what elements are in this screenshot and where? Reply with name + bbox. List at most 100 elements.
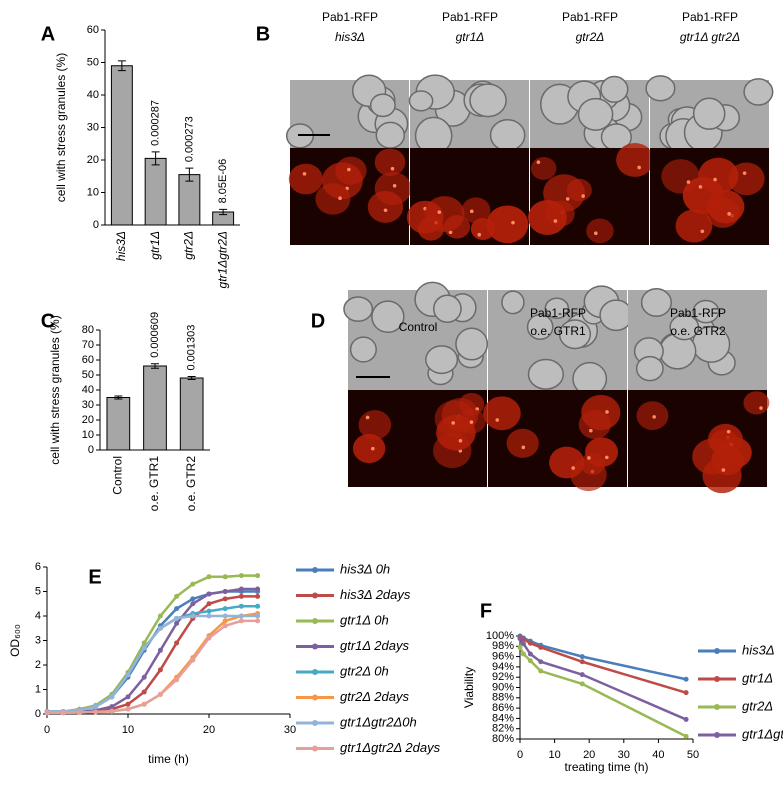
point: [190, 613, 196, 619]
point: [222, 613, 228, 619]
granule: [565, 197, 570, 201]
point: [238, 586, 244, 592]
image-label: Pab1-RFP: [442, 10, 498, 24]
legend-marker: [312, 567, 318, 573]
point: [157, 613, 163, 619]
cell: [343, 296, 374, 322]
legend-marker: [312, 592, 318, 599]
point: [222, 618, 228, 624]
point: [520, 641, 526, 647]
legend-marker: [312, 669, 318, 675]
x-tick-label: 0: [517, 749, 523, 761]
cell-signal: [706, 197, 740, 228]
y-tick-label: 90%: [492, 681, 514, 693]
y-tick-label: 40: [82, 384, 94, 396]
granule: [521, 445, 526, 450]
cell: [501, 290, 525, 315]
granule: [637, 165, 641, 170]
image-label: his3Δ: [335, 30, 365, 44]
y-tick-label: 82%: [492, 723, 514, 735]
cell: [692, 299, 720, 324]
point: [141, 674, 147, 680]
cell-signal: [636, 401, 669, 430]
granule: [581, 194, 585, 198]
legend-label: gtr2Δ 2days: [340, 689, 409, 704]
point: [157, 625, 163, 631]
cell: [425, 345, 459, 375]
cell-signal: [675, 209, 713, 243]
image-label: Pab1-RFP: [562, 10, 618, 24]
x-tick-label: 50: [687, 749, 699, 761]
granule: [338, 196, 342, 200]
point: [238, 603, 244, 609]
cell-signal: [315, 183, 351, 215]
point: [579, 672, 585, 678]
x-tick-label: 10: [548, 749, 560, 761]
cell: [526, 313, 554, 341]
cell-signal: [486, 205, 529, 244]
point: [579, 681, 585, 687]
point: [683, 716, 689, 722]
point: [206, 608, 212, 614]
cell-signal: [530, 157, 557, 180]
x-tick-label: 20: [203, 724, 215, 736]
point: [125, 694, 131, 700]
point: [141, 645, 147, 651]
cell-signal: [461, 197, 491, 224]
legend-marker: [312, 745, 318, 752]
y-tick-label: 80: [82, 324, 94, 336]
panel-letter: D: [311, 310, 325, 332]
panel-letter: F: [480, 600, 492, 622]
y-tick-label: 20: [87, 154, 99, 166]
p-value: 0.000609: [149, 312, 161, 358]
x-tick-label: his3Δ: [114, 231, 128, 261]
x-axis-label: treating time (h): [564, 760, 648, 774]
point: [174, 620, 180, 626]
granule: [365, 415, 370, 420]
cell: [692, 97, 726, 130]
y-tick-label: 20: [82, 414, 94, 426]
x-tick-label: o.e. GTR2: [184, 456, 198, 512]
point: [174, 640, 180, 646]
point: [141, 689, 147, 695]
granule: [686, 180, 691, 184]
y-axis-label: cell with stress granules (%): [54, 53, 68, 202]
y-tick-label: 40: [87, 89, 99, 101]
image-label: o.e. GTR1: [530, 324, 586, 338]
y-tick-label: 60: [87, 24, 99, 36]
point: [255, 618, 261, 624]
y-tick-label: 86%: [492, 702, 514, 714]
cell-signal: [374, 172, 412, 206]
cell-signal: [288, 163, 323, 195]
point: [174, 593, 180, 599]
cell-signal: [335, 156, 367, 185]
series-line: [47, 614, 258, 713]
image-label: o.e. GTR2: [670, 324, 726, 338]
legend-label: gtr1Δgtr2Δ0h: [340, 714, 417, 729]
cell-signal: [616, 142, 654, 177]
y-tick-label: 5: [35, 585, 41, 597]
point: [157, 667, 163, 673]
cell: [599, 299, 634, 332]
cell: [369, 93, 396, 118]
cell-signal: [707, 423, 743, 456]
granule: [605, 455, 609, 460]
point: [157, 691, 163, 697]
y-tick-label: 0: [88, 444, 94, 456]
legend-marker: [312, 720, 318, 726]
x-tick-label: o.e. GTR1: [147, 456, 161, 512]
y-tick-label: 84%: [492, 712, 514, 724]
cell-signal: [702, 457, 742, 494]
granule: [383, 208, 388, 213]
cell: [669, 314, 700, 341]
legend-label: his3Δ: [742, 642, 775, 657]
point: [125, 672, 131, 678]
y-tick-label: 2: [35, 659, 41, 671]
granule: [511, 220, 515, 225]
point: [93, 704, 99, 710]
x-tick-label: 10: [122, 724, 134, 736]
granule: [437, 210, 442, 214]
granule: [652, 415, 656, 419]
legend-label: gtr1Δ 2days: [340, 638, 409, 653]
